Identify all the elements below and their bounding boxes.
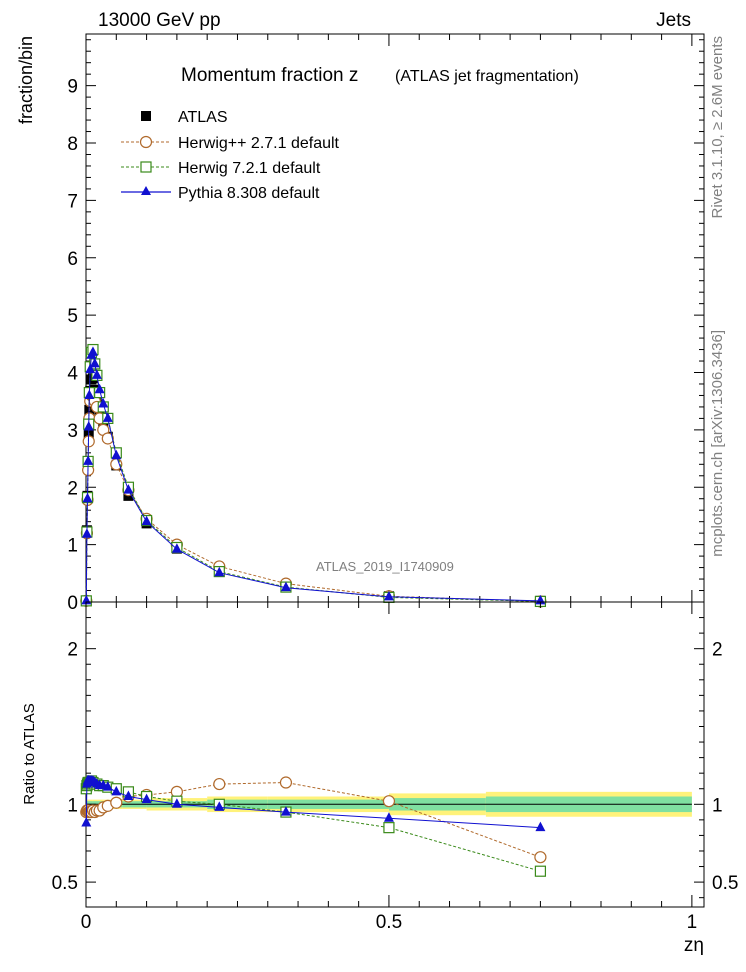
main-x-ticks — [85, 34, 693, 602]
ratio-point-pythia — [111, 785, 122, 796]
data-point-pythia — [141, 515, 152, 526]
y-tick-label: 0 — [67, 593, 78, 614]
y-axis-label: fraction/bin — [16, 36, 36, 124]
y-tick-label: 7 — [67, 191, 78, 212]
ratio-point-pythia — [535, 821, 546, 832]
ratio-point-herwigpp — [110, 796, 123, 809]
ratio-point-pythia — [102, 781, 113, 791]
x-axis-label: zη — [684, 935, 704, 956]
x-tick-label: 0 — [81, 912, 92, 933]
data-point-pythia — [82, 492, 93, 503]
ratio-y-tick-label-left: 2 — [67, 640, 78, 661]
y-tick-label: 8 — [67, 134, 78, 155]
legend-label-atlas: ATLAS — [178, 109, 228, 126]
ratio-plot-frame — [85, 601, 705, 908]
ratio-point-pythia — [214, 801, 225, 811]
header-category-label: Jets — [656, 10, 691, 31]
data-point-herwigpp — [110, 458, 123, 471]
chart-subtitle: (ATLAS jet fragmentation) — [395, 68, 579, 85]
y-tick-label: 6 — [67, 249, 78, 270]
ratio-point-pythia — [171, 798, 182, 808]
y-tick-label: 3 — [67, 421, 78, 442]
series-line-herwig7 — [85, 347, 541, 602]
data-point-pythia — [83, 421, 94, 431]
ratio-point-herwigpp — [534, 851, 547, 864]
legend-label-herwig7: Herwig 7.2.1 default — [178, 160, 321, 177]
x-tick-label: 1 — [687, 912, 698, 933]
legend-item-herwig7: Herwig 7.2.1 default — [121, 160, 321, 177]
legend-label-herwigpp: Herwig++ 2.7.1 default — [178, 135, 340, 152]
ratio-y-ticks: 0.5 0.5 1 1 2 2 — [52, 617, 738, 899]
data-point-pythia — [87, 346, 98, 356]
data-point-pythia — [123, 484, 134, 494]
y-tick-label: 2 — [67, 478, 78, 499]
legend-label-pythia: Pythia 8.308 default — [178, 185, 320, 202]
data-point-pythia — [91, 369, 102, 379]
ratio-y-tick-label-left: 0.5 — [52, 873, 78, 894]
legend-item-atlas: ATLAS — [141, 109, 228, 126]
ratio-y-tick-label-right: 1 — [712, 795, 723, 816]
ratio-y-tick-label-right: 2 — [712, 640, 723, 661]
data-point-pythia — [98, 398, 109, 408]
data-point-pythia — [111, 449, 122, 460]
legend-marker-herwigpp — [139, 135, 153, 149]
legend-item-herwigpp: Herwig++ 2.7.1 default — [121, 135, 340, 152]
ratio-point-herwigpp — [382, 795, 396, 808]
main-y-ticks: 0 1 2 3 4 5 6 7 8 9 — [67, 39, 704, 614]
ratio-point-herwigpp — [213, 777, 226, 791]
data-point-pythia — [85, 363, 96, 374]
y-tick-label: 9 — [67, 77, 78, 98]
ratio-point-herwig7 — [534, 865, 547, 877]
data-point-pythia — [94, 383, 105, 394]
data-point-pythia — [102, 412, 113, 422]
legend-item-pythia: Pythia 8.308 default — [121, 185, 320, 202]
y-tick-label: 5 — [67, 306, 78, 327]
main-plot: Momentum fraction z (ATLAS jet fragmenta… — [16, 33, 705, 614]
ratio-point-herwig7 — [383, 822, 395, 834]
data-point-pythia — [84, 389, 95, 399]
legend-marker-herwig7 — [140, 161, 152, 173]
ratio-point-pythia — [383, 812, 394, 822]
analysis-watermark: ATLAS_2019_I1740909 — [316, 559, 454, 574]
side-mcplots-label: mcplots.cern.ch [arXiv:1306.3436] — [709, 330, 726, 557]
ratio-point-pythia — [280, 806, 291, 816]
ratio-series — [80, 774, 547, 877]
data-point-pythia — [89, 357, 100, 368]
series-line-herwigpp — [85, 395, 541, 602]
x-tick-label: 0.5 — [376, 912, 402, 933]
data-point-pythia — [171, 543, 182, 553]
data-point-pythia — [280, 581, 291, 592]
chart-title: Momentum fraction z — [181, 65, 358, 86]
y-tick-label: 1 — [67, 536, 78, 557]
data-point-pythia — [81, 528, 92, 538]
data-point-pythia — [83, 455, 94, 465]
ratio-point-herwigpp — [279, 776, 293, 789]
ratio-y-tick-label-left: 1 — [67, 795, 78, 816]
legend-marker-pythia — [141, 186, 151, 195]
ratio-point-pythia — [123, 790, 134, 801]
ratio-y-tick-label-right: 0.5 — [712, 873, 738, 894]
ratio-x-ticks: 0 0.5 1 — [81, 602, 697, 933]
data-point-herwigpp — [101, 432, 114, 445]
ratio-plot: Ratio to ATLAS 0.5 0.51 12 2 0 0.5 1 — [21, 601, 738, 933]
legend: ATLAS Herwig++ 2.7.1 default Herwig 7.2.… — [121, 109, 340, 202]
ratio-point-pythia — [81, 816, 92, 827]
y-tick-label: 4 — [67, 364, 78, 385]
main-series — [80, 343, 547, 608]
ratio-point-pythia — [141, 793, 152, 804]
data-point-pythia — [383, 590, 394, 601]
side-rivet-label: Rivet 3.1.10, ≥ 2.6M events — [709, 36, 726, 219]
header-process-label: 13000 GeV pp — [98, 10, 221, 31]
ratio-y-axis-label: Ratio to ATLAS — [21, 703, 38, 804]
series-line-pythia — [85, 350, 541, 602]
legend-marker-atlas — [141, 111, 151, 121]
data-point-pythia — [214, 566, 225, 577]
